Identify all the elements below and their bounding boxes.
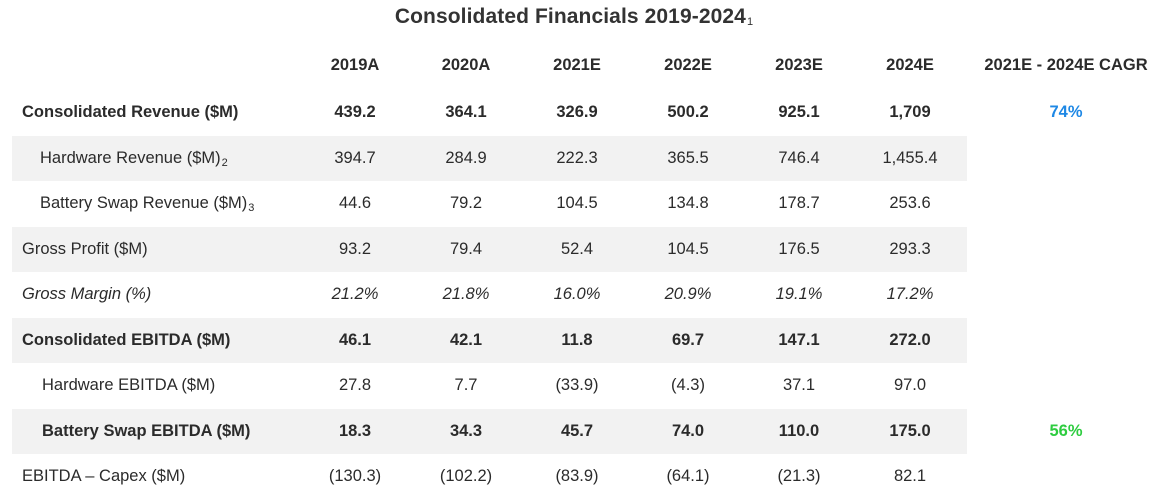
table-row-battery-swap-revenue: Battery Swap Revenue ($M)3 44.6 79.2 104… (12, 181, 967, 226)
cell-2020a: 284.9 (445, 149, 487, 167)
table-row-ebitda-capex: EBITDA – Capex ($M) (130.3) (102.2) (83.… (12, 454, 967, 499)
cagr-revenue: 74% (1049, 103, 1083, 121)
cell-2023e: 176.5 (778, 240, 820, 258)
row-label: EBITDA – Capex ($M) (22, 467, 186, 485)
table-row-gross-margin: Gross Margin (%) 21.2% 21.8% 16.0% 20.9%… (12, 272, 967, 317)
cell-2021e: (83.9) (555, 467, 599, 485)
row-label-text: Battery Swap Revenue ($M) (40, 194, 248, 212)
table-row-hardware-revenue: Hardware Revenue ($M)2 394.7 284.9 222.3… (12, 136, 967, 181)
row-label: Hardware EBITDA ($M) (42, 376, 216, 394)
cell-2021e: 11.8 (561, 331, 593, 349)
cell-2020a: 7.7 (454, 376, 478, 394)
cell-2019a: (130.3) (328, 467, 382, 485)
cell-2020a: 34.3 (449, 422, 483, 440)
cell-2023e: 37.1 (782, 376, 816, 394)
cell-2024e: 1,709 (889, 103, 931, 121)
column-header-2022e: 2022E (664, 56, 712, 74)
cell-2019a: 439.2 (334, 103, 376, 121)
cell-2024e: 293.3 (889, 240, 931, 258)
cell-2022e: 69.7 (671, 331, 705, 349)
cell-2024e: 272.0 (889, 331, 931, 349)
cell-2022e: 20.9% (664, 285, 712, 303)
row-label: Battery Swap EBITDA ($M) (42, 422, 251, 440)
cell-2024e: 1,455.4 (882, 149, 938, 167)
cell-2022e: 74.0 (671, 422, 705, 440)
column-header-2021e: 2021E (553, 56, 601, 74)
cell-2021e: 222.3 (556, 149, 598, 167)
row-label: Gross Margin (%) (22, 285, 152, 303)
cell-2020a: 79.4 (449, 240, 483, 258)
cell-2022e: (64.1) (666, 467, 710, 485)
cell-2020a: 21.8% (442, 285, 490, 303)
cell-2023e: 19.1% (775, 285, 823, 303)
column-header-2023e: 2023E (775, 56, 823, 74)
cell-2020a: 364.1 (445, 103, 487, 121)
cell-2024e: 253.6 (889, 194, 931, 212)
cell-2024e: 97.0 (893, 376, 927, 394)
column-header-2019a: 2019A (330, 56, 380, 74)
cagr-battery-swap: 56% (1049, 422, 1083, 440)
cell-2019a: 27.8 (338, 376, 372, 394)
cell-2024e: 175.0 (889, 422, 931, 440)
cell-2023e: 178.7 (778, 194, 820, 212)
page-title: Consolidated Financials 2019-20241 (0, 5, 1148, 29)
cell-2024e: 17.2% (886, 285, 934, 303)
row-label: Battery Swap Revenue ($M)3 (40, 181, 254, 226)
cell-2022e: 104.5 (667, 240, 709, 258)
title-text: Consolidated Financials 2019-2024 (394, 5, 746, 28)
cell-2019a: 18.3 (338, 422, 372, 440)
table-row-consolidated-revenue: Consolidated Revenue ($M) 439.2 364.1 32… (12, 90, 967, 135)
cell-2021e: 326.9 (556, 103, 598, 121)
title-footnote: 1 (746, 16, 754, 28)
cell-2021e: (33.9) (555, 376, 599, 394)
row-label: Consolidated Revenue ($M) (22, 103, 239, 121)
table-row-gross-profit: Gross Profit ($M) 93.2 79.4 52.4 104.5 1… (12, 227, 967, 272)
cell-2021e: 52.4 (560, 240, 594, 258)
cell-2019a: 21.2% (331, 285, 379, 303)
cell-2022e: (4.3) (671, 376, 705, 394)
cell-2022e: 365.5 (667, 149, 709, 167)
table-row-hardware-ebitda: Hardware EBITDA ($M) 27.8 7.7 (33.9) (4.… (12, 363, 967, 408)
row-label: Hardware Revenue ($M)2 (40, 136, 228, 181)
cell-2024e: 82.1 (893, 467, 927, 485)
column-header-cagr: 2021E - 2024E CAGR (984, 56, 1148, 74)
cell-2019a: 46.1 (338, 331, 372, 349)
cell-2021e: 16.0% (553, 285, 601, 303)
table-row-battery-swap-ebitda: Battery Swap EBITDA ($M) 18.3 34.3 45.7 … (12, 409, 967, 454)
row-label: Consolidated EBITDA ($M) (22, 331, 231, 349)
row-label: Gross Profit ($M) (22, 240, 148, 258)
cell-2022e: 134.8 (667, 194, 709, 212)
cell-2023e: (21.3) (777, 467, 821, 485)
cell-2022e: 500.2 (667, 103, 709, 121)
cell-2023e: 110.0 (778, 422, 820, 440)
row-label-footnote: 2 (221, 157, 228, 169)
cell-2021e: 45.7 (560, 422, 594, 440)
cell-2021e: 104.5 (556, 194, 598, 212)
column-header-2020a: 2020A (441, 56, 491, 74)
cell-2019a: 44.6 (338, 194, 372, 212)
cell-2023e: 925.1 (778, 103, 820, 121)
cell-2023e: 147.1 (778, 331, 820, 349)
row-label-footnote: 3 (248, 202, 255, 214)
row-label-text: Hardware Revenue ($M) (40, 149, 221, 167)
column-header-2024e: 2024E (886, 56, 934, 74)
cell-2019a: 394.7 (334, 149, 376, 167)
cell-2023e: 746.4 (778, 149, 820, 167)
cell-2020a: 79.2 (449, 194, 483, 212)
cell-2020a: (102.2) (439, 467, 493, 485)
table-row-consolidated-ebitda: Consolidated EBITDA ($M) 46.1 42.1 11.8 … (12, 318, 967, 363)
cell-2019a: 93.2 (338, 240, 372, 258)
cell-2020a: 42.1 (449, 331, 483, 349)
